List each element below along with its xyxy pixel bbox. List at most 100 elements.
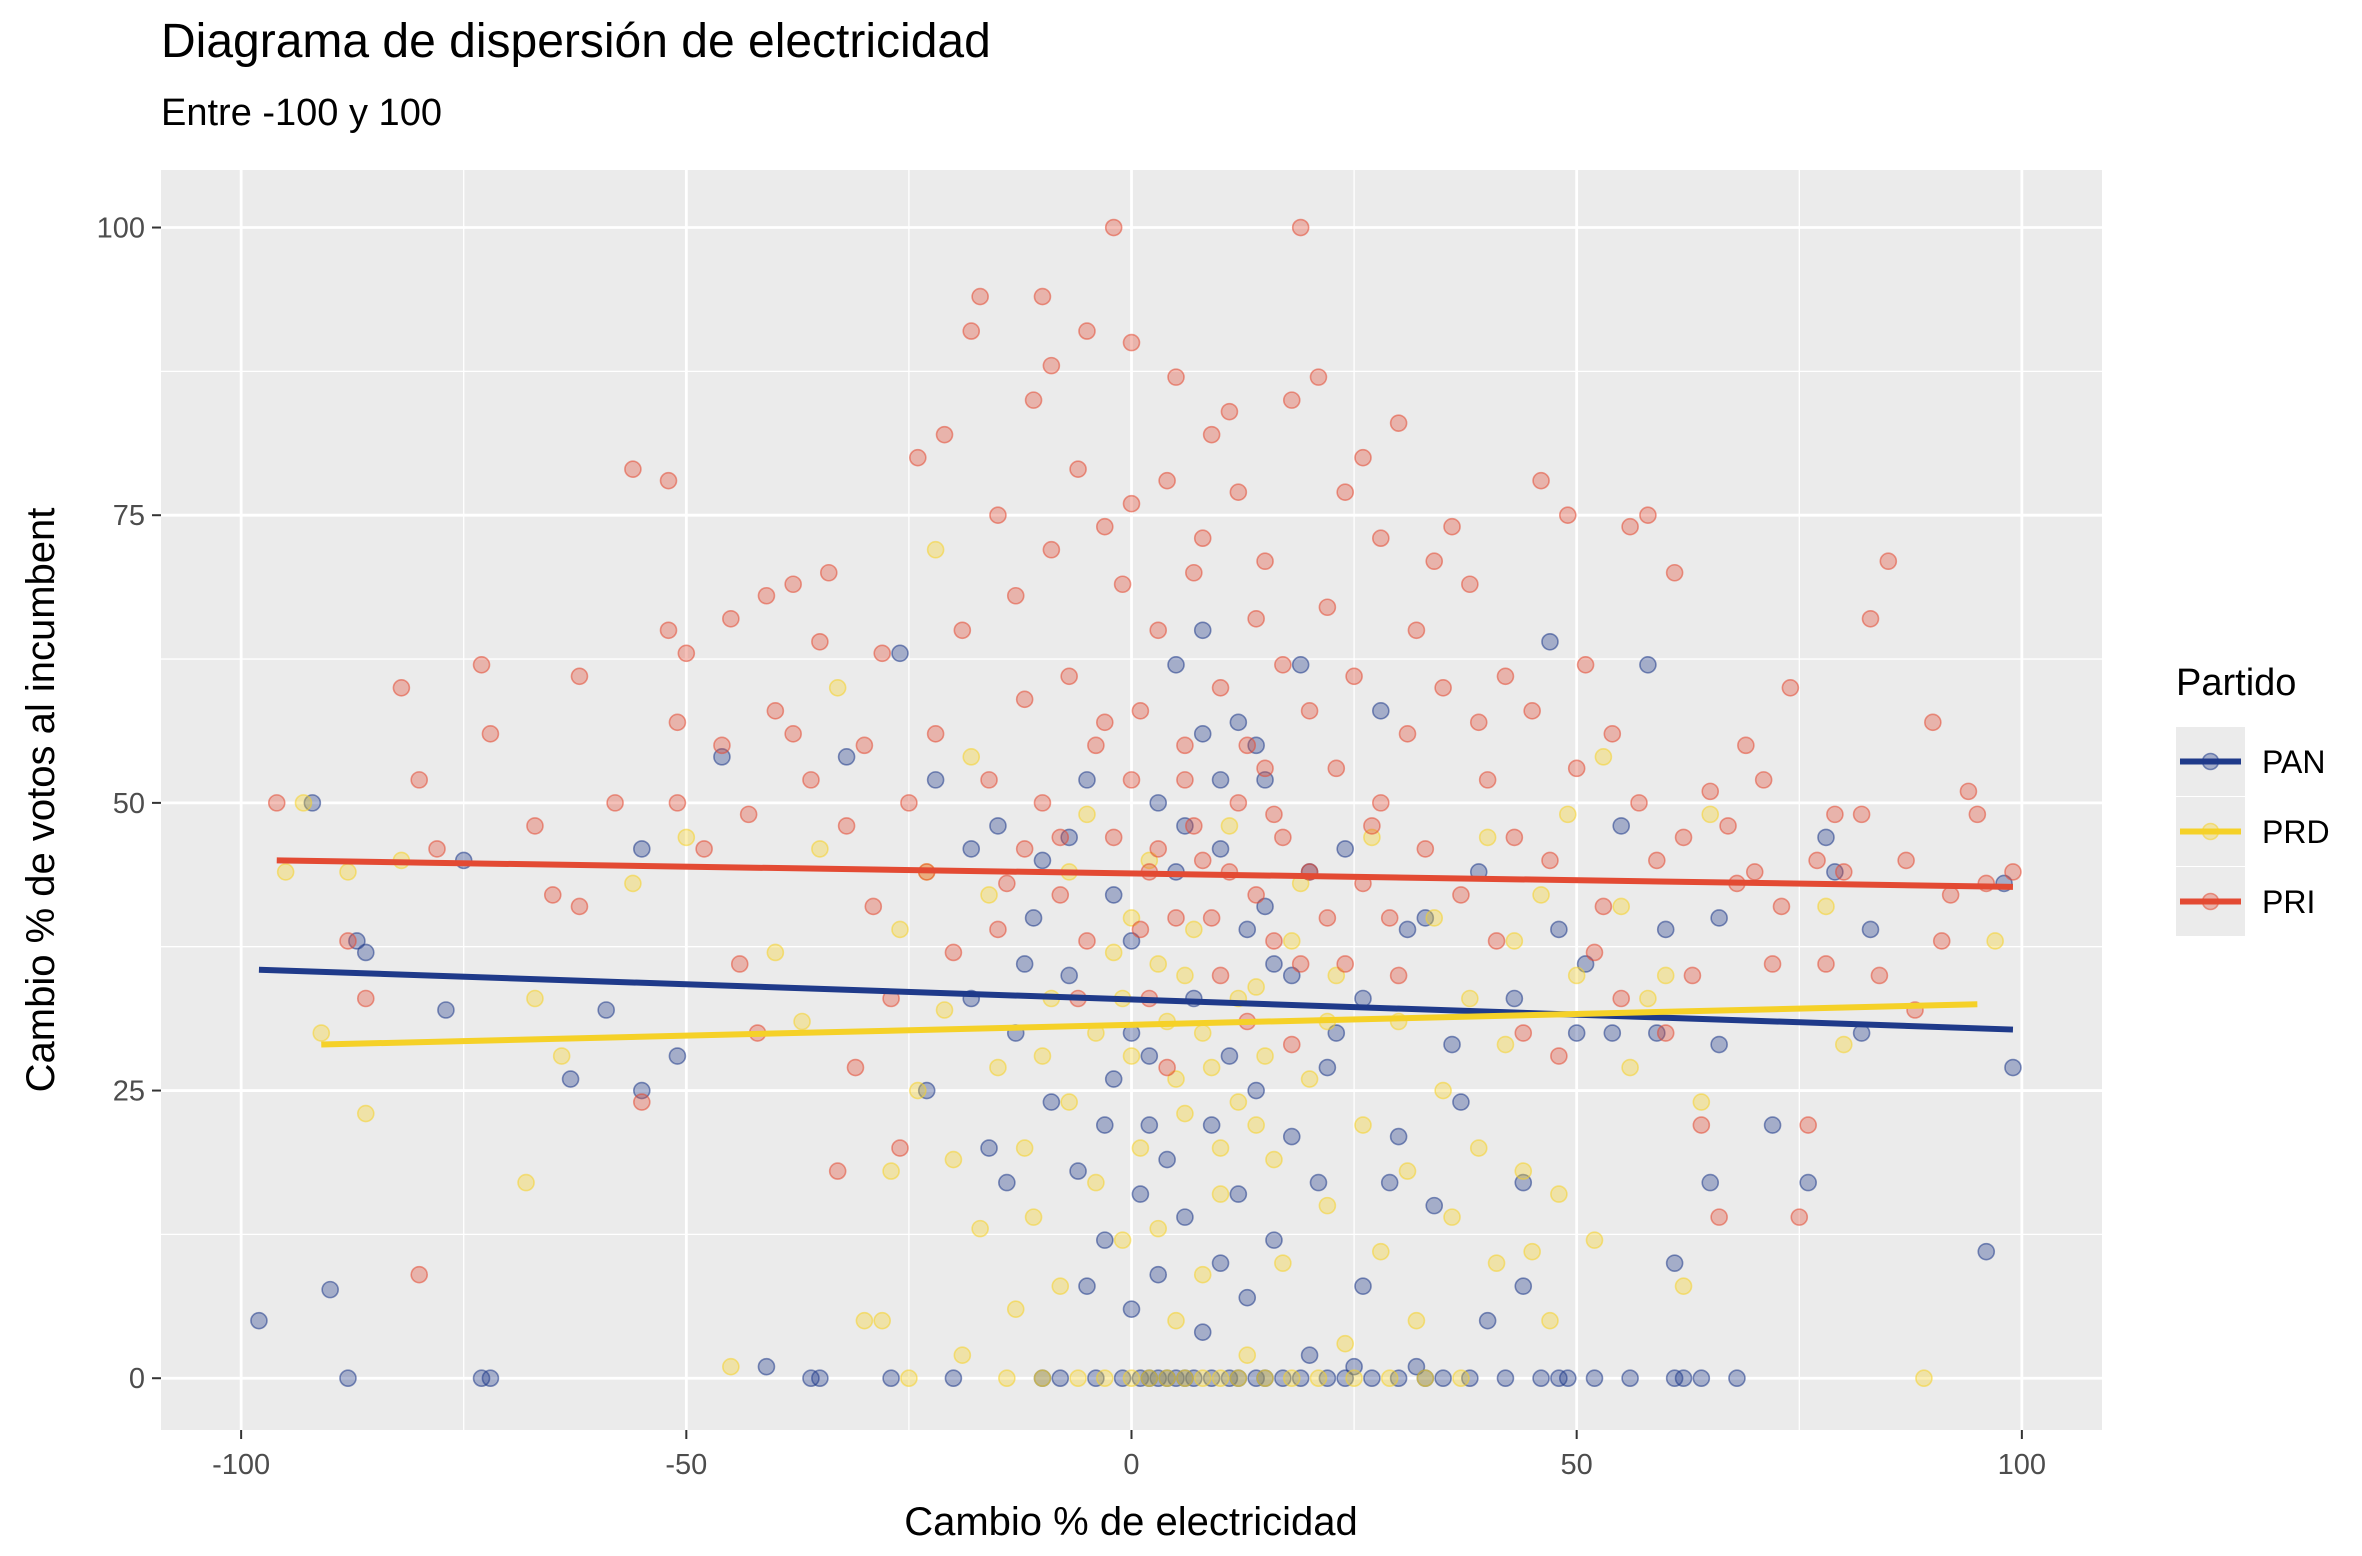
data-point (570, 897, 589, 916)
data-point (1211, 966, 1230, 985)
data-point (1585, 943, 1604, 962)
data-point (1051, 886, 1070, 904)
data-point (944, 1369, 963, 1388)
grid-lines (161, 170, 2102, 1430)
data-point (250, 1311, 268, 1330)
x-tick-label: -100 (212, 1449, 270, 1481)
data-point (1772, 897, 1791, 916)
data-point (267, 794, 286, 812)
data-point (624, 460, 642, 478)
data-point (766, 943, 785, 962)
data-point (1211, 840, 1230, 858)
data-point (1345, 667, 1363, 686)
data-point (668, 1047, 687, 1065)
data-point (1274, 1369, 1292, 1388)
data-point (348, 932, 366, 950)
data-point (1176, 1104, 1194, 1123)
data-point (1496, 667, 1515, 686)
data-point (1220, 1047, 1239, 1065)
data-point (846, 1058, 865, 1077)
data-point (1229, 483, 1248, 501)
data-point (1122, 771, 1141, 789)
legend-label: PAN (2262, 744, 2325, 780)
data-point (1211, 1185, 1230, 1203)
data-point (837, 817, 856, 835)
data-point (811, 1369, 829, 1388)
data-point (1612, 897, 1631, 916)
data-point (1122, 494, 1141, 513)
data-point (962, 322, 981, 340)
data-point (1122, 333, 1141, 352)
data-point (303, 794, 322, 812)
data-point (1149, 1219, 1168, 1238)
data-point (864, 897, 883, 916)
data-point (1452, 1093, 1470, 1111)
data-point (668, 713, 687, 732)
data-point (953, 621, 972, 640)
data-point (1558, 1369, 1577, 1388)
data-point (659, 471, 678, 490)
data-point (1238, 1288, 1257, 1307)
data-point (1247, 886, 1265, 904)
x-tick-label: 100 (1998, 1449, 2046, 1481)
data-point (1541, 632, 1559, 651)
data-point (926, 771, 945, 789)
data-point (481, 1369, 500, 1388)
data-point (1576, 655, 1595, 674)
data-point (1104, 886, 1123, 904)
data-point (1238, 920, 1257, 939)
data-point (1274, 828, 1292, 847)
data-point (1959, 782, 1978, 801)
data-point (1354, 989, 1372, 1008)
data-point (891, 644, 909, 663)
data-point (1372, 1242, 1390, 1261)
data-point (1754, 771, 1773, 789)
data-point (1211, 1369, 1230, 1388)
data-point (1434, 1081, 1452, 1100)
data-point (1131, 1185, 1150, 1203)
data-point (1817, 828, 1835, 847)
data-point (1380, 1173, 1399, 1192)
data-point (1941, 886, 1960, 904)
data-point (1656, 966, 1675, 985)
data-point (1309, 1369, 1328, 1388)
legend-item-prd: PRD (2176, 797, 2330, 866)
data-point (1461, 575, 1479, 594)
data-point (1042, 356, 1061, 375)
x-axis-title: Cambio % de electricidad (904, 1500, 1358, 1544)
data-point (1300, 702, 1319, 720)
data-point (971, 1219, 989, 1238)
y-tick-label: 75 (113, 500, 145, 532)
data-point (1024, 909, 1043, 927)
data-point (1193, 851, 1212, 870)
data-point (1363, 817, 1381, 835)
data-point (1852, 805, 1871, 824)
data-point (1202, 1116, 1221, 1134)
data-point (1799, 1116, 1817, 1134)
legend-key-point (2201, 892, 2220, 911)
data-point (1104, 828, 1123, 847)
axes: -100 -50 0 50 100 0 25 50 75 100 (97, 213, 2046, 1481)
data-point (1229, 794, 1248, 812)
data-point (1113, 1231, 1132, 1249)
data-point (1799, 1173, 1817, 1192)
data-point (1461, 1369, 1479, 1388)
data-point (1425, 1196, 1444, 1215)
series-pan-points (250, 621, 2022, 1388)
data-point (1541, 851, 1559, 870)
data-point (1487, 932, 1506, 950)
data-point (1372, 794, 1390, 812)
data-point (1211, 1139, 1230, 1157)
data-point (392, 679, 411, 697)
data-point (989, 506, 1007, 525)
data-point (1469, 713, 1488, 732)
data-point (1282, 1127, 1301, 1146)
data-point (828, 1162, 847, 1180)
data-point (1514, 1162, 1533, 1180)
data-point (428, 840, 446, 858)
data-point (1247, 609, 1265, 628)
data-point (1612, 989, 1631, 1008)
y-tick-label: 50 (113, 788, 145, 820)
data-point (339, 1369, 357, 1388)
data-point (1318, 1196, 1337, 1215)
